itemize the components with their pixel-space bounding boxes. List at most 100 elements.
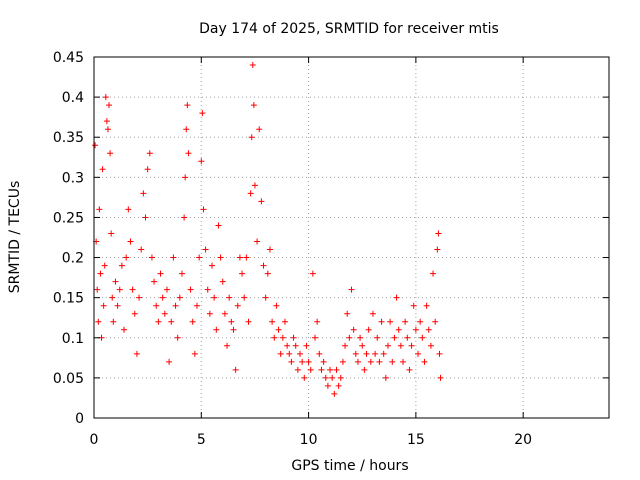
data-point [217,254,224,261]
data-point [183,126,190,133]
data-point [112,278,119,285]
data-point [299,358,306,365]
data-point [176,294,183,301]
data-point [236,254,243,261]
data-point [294,366,301,373]
data-point [258,198,265,205]
data-point [256,126,263,133]
data-point [372,350,379,357]
data-point [380,350,387,357]
data-point [234,302,241,309]
data-point [307,366,314,373]
data-point [350,326,357,333]
data-point [191,350,198,357]
data-point [107,150,114,157]
data-point [230,326,237,333]
data-point [187,286,194,293]
data-point [221,310,228,317]
data-point [251,182,258,189]
data-point [95,318,102,325]
data-point [435,230,442,237]
data-point [425,326,432,333]
y-tick-label: 0.4 [62,90,84,106]
data-point [348,286,355,293]
data-point [209,262,216,269]
data-point [226,294,233,301]
data-point [316,350,323,357]
data-point [224,342,231,349]
y-tick-label: 0.2 [62,251,84,267]
data-point [99,166,106,173]
data-point [247,190,254,197]
data-point [250,102,257,109]
data-point [96,206,103,213]
plot-frame [93,56,610,419]
data-point [382,374,389,381]
data-point [266,246,273,253]
x-tick-label: 5 [197,432,206,448]
data-point [318,366,325,373]
data-point [106,102,113,109]
data-point [395,326,402,333]
data-point [430,270,437,277]
data-point [327,366,334,373]
data-point [202,246,209,253]
data-point [322,374,329,381]
data-point [406,366,413,373]
data-point [357,334,364,341]
y-tick-label: 0.25 [53,210,84,226]
data-point [354,358,361,365]
data-point [410,302,417,309]
data-point [136,294,143,301]
y-tick-label: 0 [75,411,84,427]
data-point [402,318,409,325]
data-point [110,318,117,325]
data-point [166,358,173,365]
data-point [342,342,349,349]
data-point [228,318,235,325]
data-point [320,358,327,365]
data-point [116,286,123,293]
data-point [286,350,293,357]
data-point [159,294,166,301]
chart-title: Day 174 of 2025, SRMTID for receiver mti… [199,21,499,37]
data-point [367,358,374,365]
data-point [123,254,130,261]
data-point [303,342,310,349]
data-point [92,142,99,149]
data-point [151,278,158,285]
data-point [387,318,394,325]
data-point [408,342,415,349]
data-point [155,318,162,325]
data-point [281,318,288,325]
data-point [292,342,299,349]
data-point [352,350,359,357]
data-point [153,302,160,309]
data-point [170,254,177,261]
data-point [241,294,248,301]
data-point [94,286,101,293]
y-tick-label: 0.45 [53,50,84,66]
y-tick-label: 0.1 [62,331,84,347]
data-point [163,286,170,293]
x-tick-label: 20 [514,432,532,448]
data-point [376,358,383,365]
x-tick-label: 10 [300,432,318,448]
data-point [389,358,396,365]
data-point [365,326,372,333]
data-point [100,302,107,309]
y-tick-label: 0.35 [53,130,84,146]
data-point [204,286,211,293]
data-point [254,238,261,245]
y-tick-label: 0.3 [62,170,84,186]
data-point [198,158,205,165]
data-point [436,350,443,357]
data-point [189,318,196,325]
data-point [245,318,252,325]
x-tick-label: 15 [407,432,425,448]
data-point [432,318,439,325]
data-point [378,318,385,325]
data-point [103,118,110,125]
data-point [335,382,342,389]
data-point [138,246,145,253]
